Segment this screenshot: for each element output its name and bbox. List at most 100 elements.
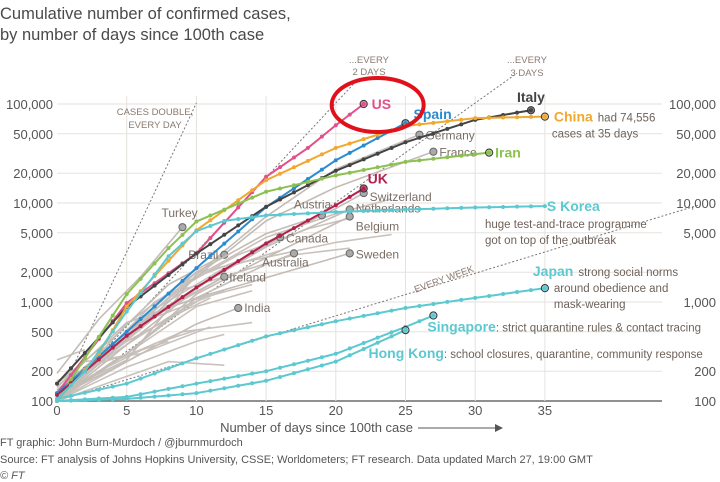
series-line-china xyxy=(56,115,545,402)
data-point xyxy=(291,328,296,333)
data-point xyxy=(375,136,380,141)
data-point xyxy=(333,210,338,215)
data-point xyxy=(431,301,436,306)
data-point xyxy=(278,365,283,370)
series-line-australia xyxy=(56,252,295,402)
data-point xyxy=(166,272,171,277)
series-belgium: Belgium xyxy=(56,212,399,398)
data-point xyxy=(208,351,213,356)
data-point xyxy=(138,395,143,400)
series-turkey: Turkey xyxy=(56,206,198,374)
data-point xyxy=(208,223,213,228)
data-point xyxy=(166,386,171,391)
series-label-singapore: Singapore: strict quarantine rules & con… xyxy=(427,319,701,335)
data-point xyxy=(305,367,310,372)
data-point xyxy=(124,309,129,314)
data-point xyxy=(347,170,352,175)
data-point xyxy=(459,153,464,158)
data-point xyxy=(194,381,199,386)
data-point xyxy=(264,241,269,246)
series-line-france xyxy=(56,150,434,402)
data-point xyxy=(278,197,283,202)
data-point xyxy=(166,304,171,309)
data-point xyxy=(459,205,464,210)
data-point xyxy=(319,152,324,157)
footer-source: Source: FT analysis of Johns Hopkins Uni… xyxy=(0,454,593,466)
x-tick-label: 35 xyxy=(538,403,552,418)
data-point xyxy=(68,366,73,371)
data-point xyxy=(389,334,394,339)
data-point xyxy=(222,207,227,212)
data-point xyxy=(110,342,115,347)
data-point xyxy=(138,317,143,322)
data-point xyxy=(82,369,87,374)
data-point xyxy=(361,347,366,352)
data-point xyxy=(264,369,269,374)
data-point xyxy=(361,143,366,148)
series-s-korea: S Korea huge test-and-trace programme got … xyxy=(55,198,647,402)
data-point xyxy=(361,168,366,173)
data-point xyxy=(515,204,520,209)
data-point xyxy=(528,204,533,209)
data-point xyxy=(278,212,283,217)
data-point xyxy=(96,334,101,339)
data-point xyxy=(319,322,324,327)
data-point xyxy=(361,341,366,346)
data-point xyxy=(333,145,338,150)
data-point xyxy=(361,313,366,318)
data-point xyxy=(431,156,436,161)
data-point xyxy=(250,188,255,193)
data-point xyxy=(473,295,478,300)
endpoint-marker xyxy=(234,303,243,313)
data-point xyxy=(431,206,436,211)
series-line-singapore xyxy=(56,314,434,402)
x-axis-label: Number of days since 100th case xyxy=(220,420,413,435)
footer-copyright: © FT xyxy=(0,470,25,482)
data-point xyxy=(403,159,408,164)
series-label-iran: Iran xyxy=(495,145,521,161)
data-point xyxy=(347,163,352,168)
series-line-germany xyxy=(56,133,420,395)
reference-line-label: 2 DAYS xyxy=(352,67,385,78)
data-point xyxy=(236,223,241,228)
series-label-netherlands: Netherlands xyxy=(356,201,421,215)
endpoint-marker xyxy=(359,99,368,109)
data-point xyxy=(110,397,115,402)
data-point xyxy=(291,190,296,195)
data-point xyxy=(152,283,157,288)
data-point xyxy=(515,110,520,115)
data-point xyxy=(124,292,129,297)
data-point xyxy=(305,176,310,181)
data-point xyxy=(501,115,506,120)
data-point xyxy=(82,390,87,395)
data-point xyxy=(278,171,283,176)
annotation-text: around obedience and xyxy=(554,283,668,295)
data-point xyxy=(445,206,450,211)
data-point xyxy=(278,233,283,238)
data-point xyxy=(389,330,394,335)
data-point xyxy=(319,363,324,368)
data-point xyxy=(264,174,269,179)
annotation-text: mask-wearing xyxy=(554,299,626,311)
data-point xyxy=(152,394,157,399)
data-point xyxy=(403,207,408,212)
data-point xyxy=(473,205,478,210)
data-point xyxy=(124,329,129,334)
data-point xyxy=(152,304,157,309)
y-tick-label-left: 100 xyxy=(31,394,53,409)
data-point xyxy=(180,361,185,366)
data-point xyxy=(417,319,422,324)
y-tick-label-left: 2,000 xyxy=(20,265,53,280)
data-point xyxy=(208,236,213,241)
data-point xyxy=(166,393,171,398)
data-point xyxy=(278,331,283,336)
data-point xyxy=(194,391,199,396)
data-point xyxy=(333,359,338,364)
data-point xyxy=(347,141,352,146)
series-line-iran xyxy=(56,151,490,402)
data-point xyxy=(305,145,310,150)
y-tick-label-right: 200 xyxy=(694,364,716,379)
data-point xyxy=(110,384,115,389)
data-point xyxy=(180,278,185,283)
